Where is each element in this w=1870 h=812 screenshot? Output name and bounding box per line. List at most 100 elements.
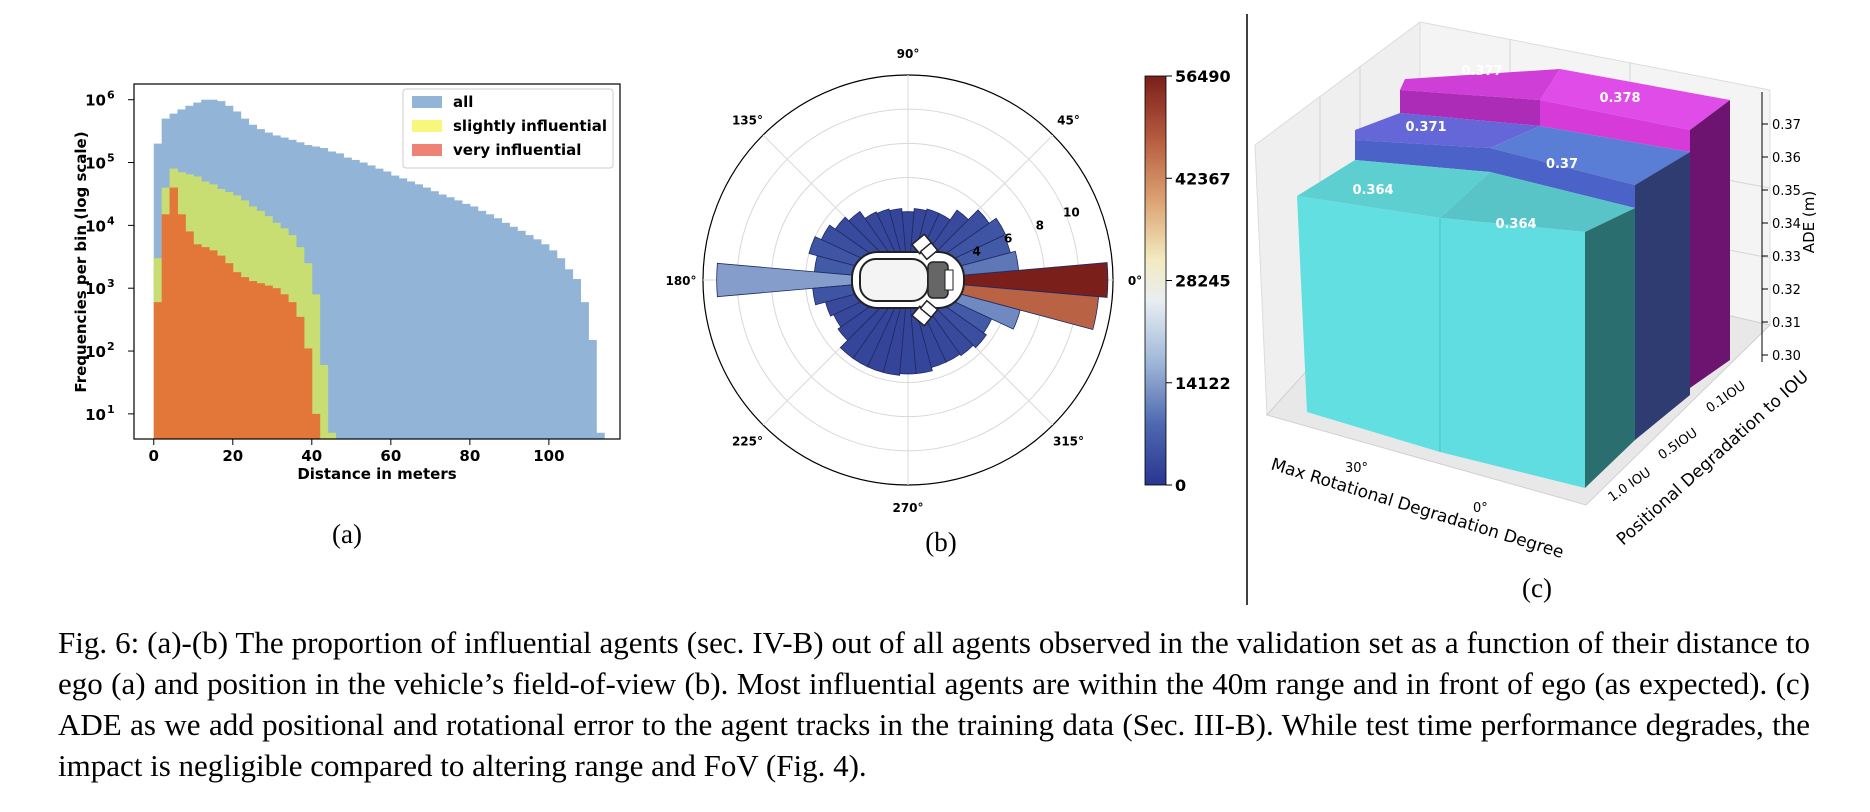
x-tick-label: 0 xyxy=(149,447,159,465)
histogram-bar-all xyxy=(469,206,479,439)
histogram-bar-very-influential xyxy=(296,316,305,439)
angle-label: 180° xyxy=(665,274,696,288)
y-tick-label: 10 xyxy=(85,155,106,173)
histogram-bar-all xyxy=(517,230,526,439)
y-tick-label: 10 xyxy=(85,217,106,235)
histogram-bar-all xyxy=(390,175,400,440)
histogram-bar-very-influential xyxy=(232,272,242,439)
histogram-bar-all xyxy=(454,200,463,439)
histogram-bar-very-influential xyxy=(272,288,281,439)
bar-0.1iou-row xyxy=(1400,69,1730,388)
bar-top-1.0iou-30deg xyxy=(1297,160,1490,218)
x-tick-label: 100 xyxy=(533,447,564,465)
histogram-bar-all xyxy=(382,171,392,439)
histogram-bar-very-influential xyxy=(169,187,178,439)
bar-0.5iou-row xyxy=(1355,113,1690,440)
x-tick-30: 30° xyxy=(1345,461,1368,476)
histogram-bar-all xyxy=(375,168,384,440)
histogram-bar-very-influential xyxy=(224,263,234,439)
polar-bar xyxy=(716,262,909,298)
radial-tick-label: 8 xyxy=(1036,218,1044,232)
colorbar-tick-label: 42367 xyxy=(1175,169,1231,188)
histogram-bar-very-influential xyxy=(193,244,202,439)
bar-label: 0.377 xyxy=(1461,64,1502,79)
x-tick-label: 40 xyxy=(301,447,322,465)
legend-frame xyxy=(402,88,614,169)
histogram-bar-all xyxy=(327,151,337,439)
ego-vehicle-icon xyxy=(851,233,965,327)
z-tick-label: 0.35 xyxy=(1772,184,1801,199)
histogram-bar-all xyxy=(501,222,510,439)
histogram-bar-all xyxy=(406,181,416,439)
histogram-bar-very-influential xyxy=(280,294,289,439)
legend-swatch-very-influential xyxy=(412,144,442,156)
panel-c: 0.377 0.378 0.371 0.37 0.364 0.364 0.30 0… xyxy=(1254,21,1818,603)
angle-label: 45° xyxy=(1057,113,1080,127)
bar-front-1.0iou-30deg xyxy=(1297,196,1440,452)
histogram-bar-all xyxy=(446,197,455,439)
histogram-bar-all xyxy=(540,244,550,439)
colorbar-ticks: 0 14122 28245 42367 56490 xyxy=(1166,67,1231,495)
z-tick-label: 0.36 xyxy=(1772,151,1801,166)
y-tick-exponent: 6 xyxy=(107,89,115,102)
panel-a-axes-frame xyxy=(133,83,621,440)
histogram-bar-all xyxy=(477,210,487,439)
histogram-bar-very-influential xyxy=(201,247,210,439)
bar-top-0.5iou-0deg xyxy=(1490,126,1690,185)
radial-tick-label: 6 xyxy=(1004,231,1012,245)
histogram-bar-all xyxy=(580,302,589,439)
bar-side-0.1iou xyxy=(1690,100,1730,388)
histogram-bar-very-influential xyxy=(311,413,321,439)
colorbar-tick-label: 0 xyxy=(1175,476,1186,495)
y-tick-label: 10 xyxy=(85,406,106,424)
z-tick-label: 0.32 xyxy=(1772,283,1801,298)
histogram-bar-all xyxy=(461,203,471,439)
histogram-bar-very-influential xyxy=(161,214,171,439)
y-tick-exponent: 4 xyxy=(107,214,115,227)
histogram-bar-all xyxy=(319,148,329,439)
colorbar-tick-label: 56490 xyxy=(1175,67,1231,86)
legend-swatch-slightly-influential xyxy=(412,120,442,132)
histogram-bar-very-influential xyxy=(209,250,218,439)
bar-top-0.1iou-0deg xyxy=(1540,69,1730,130)
panel-a-x-ticks: 0 20 40 60 80 100 xyxy=(149,439,565,465)
bar-front-1.0iou-0deg xyxy=(1440,218,1585,488)
histogram-bar-all xyxy=(359,162,368,439)
y-tick-label: 10 xyxy=(85,343,106,361)
panel-a-xlabel: Distance in meters xyxy=(297,465,456,483)
panel-a-legend: all slightly influential very influentia… xyxy=(402,88,614,169)
panel-c-z-ticks: 0.30 0.31 0.32 0.33 0.34 0.35 0.36 0.37 xyxy=(1762,118,1801,364)
bar-label: 0.37 xyxy=(1546,157,1578,172)
panel-b-radial-ticks: 4 6 8 10 xyxy=(972,205,1079,258)
bar-label: 0.364 xyxy=(1352,183,1393,198)
panel-b-sublabel: (b) xyxy=(925,527,956,557)
panel-c-zlabel: ADE (m) xyxy=(1800,191,1818,253)
histogram-bar-all xyxy=(414,184,423,439)
bar-side-0.5iou xyxy=(1635,152,1690,440)
panel-a-histogram xyxy=(153,99,605,440)
legend-label-slightly-influential: slightly influential xyxy=(453,117,607,135)
z-tick-label: 0.31 xyxy=(1772,316,1801,331)
histogram-bar-very-influential xyxy=(264,285,273,439)
y-tick-0.1iou: 0.1IOU xyxy=(1704,379,1749,417)
histogram-bar-all xyxy=(556,258,566,439)
panel-c-bars xyxy=(1297,69,1730,488)
legend-swatch-all xyxy=(412,96,442,108)
z-tick-label: 0.30 xyxy=(1772,349,1801,364)
histogram-bar-all xyxy=(335,153,344,439)
bar-front-0.1iou-30deg xyxy=(1400,90,1540,126)
x-tick-label: 60 xyxy=(380,447,401,465)
histogram-bar-all xyxy=(596,432,605,439)
bar-top-0.1iou-30deg xyxy=(1400,69,1560,100)
histogram-bar-very-influential xyxy=(177,214,186,439)
bar-1.0iou-row xyxy=(1297,160,1635,488)
legend-label-very-influential: very influential xyxy=(453,141,581,159)
histogram-bar-very-influential xyxy=(256,283,265,439)
panel-c-bar-labels: 0.377 0.378 0.371 0.37 0.364 0.364 xyxy=(1352,64,1640,232)
panel-a-sublabel: (a) xyxy=(332,519,362,549)
histogram-bar-all xyxy=(422,187,431,439)
histogram-bar-all xyxy=(438,194,447,439)
x-tick-label: 80 xyxy=(459,447,480,465)
angle-label: 315° xyxy=(1053,435,1084,449)
